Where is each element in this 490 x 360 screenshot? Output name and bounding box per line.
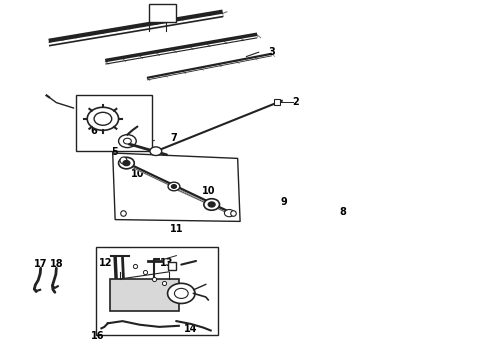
Circle shape [172, 185, 176, 188]
Bar [76, 95, 152, 151]
Text: 4: 4 [159, 8, 166, 18]
Text: 17: 17 [34, 258, 48, 269]
Text: 12: 12 [98, 258, 112, 268]
Text: 10: 10 [201, 186, 215, 196]
Text: 6: 6 [91, 126, 98, 136]
Bar [149, 4, 176, 22]
Circle shape [119, 157, 134, 169]
Circle shape [123, 161, 130, 166]
Text: 14: 14 [184, 324, 198, 334]
Circle shape [174, 288, 188, 298]
Text: 9: 9 [281, 197, 288, 207]
Text: 11: 11 [170, 224, 183, 234]
Circle shape [204, 199, 220, 210]
Polygon shape [113, 153, 240, 221]
Text: 16: 16 [91, 330, 105, 341]
Circle shape [150, 147, 162, 156]
Text: 8: 8 [340, 207, 346, 217]
Circle shape [224, 210, 234, 217]
Text: 5: 5 [111, 147, 118, 157]
Text: 10: 10 [130, 169, 144, 179]
Text: 3: 3 [269, 47, 275, 57]
Circle shape [208, 202, 215, 207]
Bar [96, 247, 218, 335]
Circle shape [168, 283, 195, 303]
Text: 15: 15 [162, 285, 176, 295]
Text: 13: 13 [160, 258, 173, 268]
Circle shape [87, 107, 119, 130]
Text: 7: 7 [171, 132, 177, 143]
Text: 2: 2 [292, 96, 299, 107]
Circle shape [119, 135, 136, 148]
Text: 18: 18 [49, 258, 63, 269]
Circle shape [123, 138, 131, 144]
Bar [110, 279, 179, 311]
Circle shape [168, 182, 180, 191]
Circle shape [94, 112, 112, 125]
